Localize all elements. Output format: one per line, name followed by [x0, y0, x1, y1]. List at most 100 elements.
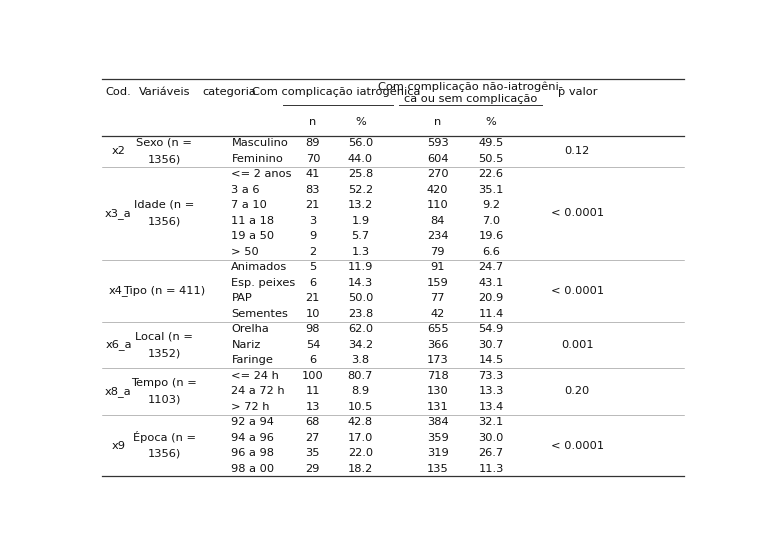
Text: x4_: x4_: [109, 285, 128, 296]
Text: 11 a 18: 11 a 18: [232, 216, 275, 226]
Text: 604: 604: [427, 154, 449, 164]
Text: 1356): 1356): [147, 216, 181, 227]
Text: 42: 42: [430, 309, 445, 319]
Text: 70: 70: [305, 154, 320, 164]
Text: 135: 135: [426, 464, 449, 474]
Text: 25.8: 25.8: [347, 169, 373, 180]
Text: x9: x9: [111, 440, 126, 451]
Text: < 0.0001: < 0.0001: [551, 440, 604, 451]
Text: Cod.: Cod.: [106, 87, 131, 97]
Text: 19.6: 19.6: [479, 232, 504, 241]
Text: Idade (n =: Idade (n =: [134, 200, 194, 210]
Text: Época (n =: Época (n =: [133, 431, 196, 443]
Text: < 0.0001: < 0.0001: [551, 286, 604, 295]
Text: 14.3: 14.3: [347, 278, 373, 288]
Text: 110: 110: [426, 200, 449, 210]
Text: 14.5: 14.5: [479, 355, 504, 365]
Text: 49.5: 49.5: [479, 138, 504, 148]
Text: Esp. peixes: Esp. peixes: [232, 278, 295, 288]
Text: <= 2 anos: <= 2 anos: [232, 169, 292, 180]
Text: 83: 83: [305, 185, 320, 195]
Text: < 0.0001: < 0.0001: [551, 208, 604, 218]
Text: 6: 6: [309, 355, 317, 365]
Text: > 72 h: > 72 h: [232, 402, 270, 412]
Text: 173: 173: [426, 355, 449, 365]
Text: 24 a 72 h: 24 a 72 h: [232, 386, 285, 397]
Text: 13.2: 13.2: [347, 200, 373, 210]
Text: %: %: [355, 117, 366, 128]
Text: Tempo (n =: Tempo (n =: [131, 378, 197, 388]
Text: 21: 21: [306, 200, 320, 210]
Text: Feminino: Feminino: [232, 154, 283, 164]
Text: 420: 420: [427, 185, 449, 195]
Text: 89: 89: [305, 138, 320, 148]
Text: Masculino: Masculino: [232, 138, 288, 148]
Text: 718: 718: [426, 371, 449, 381]
Text: 359: 359: [426, 433, 449, 443]
Text: 32.1: 32.1: [479, 417, 504, 427]
Text: 1356): 1356): [147, 155, 181, 164]
Text: 234: 234: [427, 232, 449, 241]
Text: 6: 6: [309, 278, 317, 288]
Text: x6_a: x6_a: [105, 339, 132, 350]
Text: 1.3: 1.3: [351, 247, 370, 257]
Text: 30.7: 30.7: [479, 340, 504, 350]
Text: x3_a: x3_a: [105, 208, 132, 219]
Text: 22.6: 22.6: [479, 169, 504, 180]
Text: 35.1: 35.1: [479, 185, 504, 195]
Text: n: n: [309, 117, 317, 128]
Text: 62.0: 62.0: [347, 325, 373, 334]
Text: 2: 2: [309, 247, 317, 257]
Text: 3.8: 3.8: [351, 355, 370, 365]
Text: 1103): 1103): [147, 394, 181, 405]
Text: 96 a 98: 96 a 98: [232, 448, 275, 458]
Text: %: %: [486, 117, 496, 128]
Text: 26.7: 26.7: [479, 448, 504, 458]
Text: x2: x2: [111, 146, 125, 156]
Text: 41: 41: [306, 169, 320, 180]
Text: 366: 366: [427, 340, 449, 350]
Text: 1352): 1352): [147, 348, 181, 358]
Text: 50.0: 50.0: [347, 293, 373, 304]
Text: 5.7: 5.7: [351, 232, 370, 241]
Text: 130: 130: [426, 386, 449, 397]
Text: Orelha: Orelha: [232, 325, 269, 334]
Text: 9.2: 9.2: [482, 200, 500, 210]
Text: 11.9: 11.9: [347, 262, 373, 272]
Text: 10: 10: [305, 309, 320, 319]
Text: 131: 131: [426, 402, 449, 412]
Text: 44.0: 44.0: [347, 154, 373, 164]
Text: 0.001: 0.001: [561, 340, 594, 350]
Text: 18.2: 18.2: [347, 464, 373, 474]
Text: 29: 29: [306, 464, 320, 474]
Text: 80.7: 80.7: [347, 371, 373, 381]
Text: 24.7: 24.7: [479, 262, 504, 272]
Text: 319: 319: [426, 448, 449, 458]
Text: 159: 159: [426, 278, 449, 288]
Text: 54: 54: [306, 340, 320, 350]
Text: Faringe: Faringe: [232, 355, 273, 365]
Text: 10.5: 10.5: [347, 402, 373, 412]
Text: Sementes: Sementes: [232, 309, 288, 319]
Text: 7 a 10: 7 a 10: [232, 200, 267, 210]
Text: 6.6: 6.6: [482, 247, 500, 257]
Text: 56.0: 56.0: [347, 138, 373, 148]
Text: 30.0: 30.0: [479, 433, 504, 443]
Text: 43.1: 43.1: [479, 278, 504, 288]
Text: 3: 3: [309, 216, 317, 226]
Text: 7.0: 7.0: [482, 216, 500, 226]
Text: 50.5: 50.5: [479, 154, 504, 164]
Text: 35: 35: [305, 448, 320, 458]
Text: 3 a 6: 3 a 6: [232, 185, 260, 195]
Text: Nariz: Nariz: [232, 340, 261, 350]
Text: p valor: p valor: [558, 87, 597, 97]
Text: 34.2: 34.2: [347, 340, 373, 350]
Text: 11: 11: [305, 386, 320, 397]
Text: 91: 91: [430, 262, 445, 272]
Text: 11.4: 11.4: [479, 309, 504, 319]
Text: ca ou sem complicação: ca ou sem complicação: [403, 94, 537, 104]
Text: 9: 9: [309, 232, 317, 241]
Text: 77: 77: [430, 293, 445, 304]
Text: 79: 79: [430, 247, 445, 257]
Text: 22.0: 22.0: [347, 448, 373, 458]
